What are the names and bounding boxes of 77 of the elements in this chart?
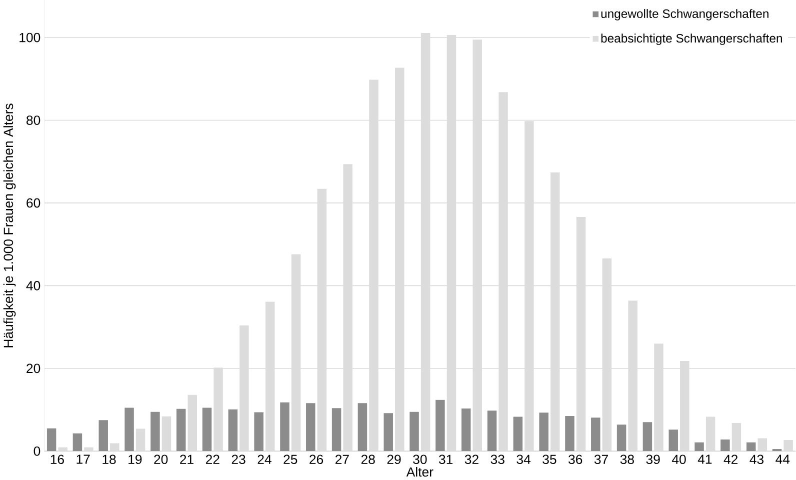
- x-tick-label: 18: [102, 454, 116, 464]
- x-tick-label: 42: [724, 454, 738, 464]
- x-tick-label: 38: [620, 454, 634, 464]
- bar: [124, 408, 134, 452]
- bar: [162, 416, 172, 452]
- y-tick-label: 40: [26, 280, 40, 290]
- x-tick-label: 41: [698, 454, 712, 464]
- x-tick-label: 27: [336, 454, 349, 464]
- x-tick-label: 30: [413, 454, 427, 464]
- bar: [188, 394, 197, 452]
- bar: [668, 430, 678, 452]
- bar: [706, 416, 716, 452]
- y-tick-label: 100: [20, 32, 40, 42]
- y-tick-label: 0: [34, 446, 40, 456]
- bar: [46, 428, 56, 452]
- x-tick-label: 28: [361, 454, 375, 464]
- bar: [332, 408, 342, 452]
- bar: [136, 428, 146, 452]
- bar: [461, 408, 471, 452]
- bar: [254, 412, 264, 452]
- bar: [72, 433, 82, 452]
- x-tick-label: 35: [542, 454, 556, 464]
- y-axis-title: Häufigkeit je 1.000 Frauen gleichen Alters: [3, 104, 16, 348]
- bar: [98, 420, 108, 452]
- bar: [784, 440, 793, 452]
- bar: [176, 408, 186, 452]
- x-tick-label: 26: [310, 454, 324, 464]
- x-tick-label: 23: [232, 454, 246, 464]
- bar: [202, 408, 212, 452]
- y-tick-label: 80: [26, 116, 40, 125]
- y-tick-label: 60: [26, 198, 40, 208]
- bar: [746, 442, 756, 452]
- x-tick-label: 17: [76, 454, 90, 464]
- x-tick-label: 43: [750, 454, 764, 464]
- x-tick-label: 25: [284, 454, 298, 464]
- x-tick-label: 37: [594, 454, 608, 464]
- bar: [694, 442, 704, 452]
- x-tick-label: 19: [128, 454, 142, 464]
- x-axis-title: Alter: [406, 466, 434, 477]
- bar: [384, 413, 393, 452]
- bar: [306, 403, 316, 452]
- bar: [436, 400, 445, 452]
- x-tick-label: 36: [568, 454, 582, 464]
- x-tick-label: 22: [206, 454, 220, 464]
- bar: [84, 447, 94, 452]
- legend-label: beabsichtigte Schwangerschaften: [601, 34, 782, 45]
- x-tick-label: 32: [464, 454, 478, 464]
- x-tick-label: 34: [516, 454, 531, 464]
- bar: [228, 409, 238, 452]
- bar: [720, 440, 730, 452]
- bar: [565, 416, 574, 452]
- bar: [280, 402, 290, 452]
- x-tick-label: 31: [438, 454, 453, 464]
- x-tick-label: 40: [672, 454, 686, 464]
- bar: [150, 412, 160, 452]
- x-tick-label: 16: [50, 454, 64, 464]
- x-tick-label: 29: [387, 454, 401, 464]
- x-tick-label: 20: [154, 454, 168, 464]
- legend-label: ungewollte Schwangerschaften: [601, 9, 768, 20]
- bar: [591, 418, 600, 452]
- bar: [539, 412, 548, 452]
- bar: [487, 410, 497, 452]
- bar: [58, 447, 68, 452]
- x-tick-label: 39: [646, 454, 660, 464]
- bar: [616, 424, 626, 452]
- y-tick-label: 20: [26, 364, 40, 374]
- bar: [513, 416, 523, 452]
- bar: [110, 443, 120, 452]
- x-tick-label: 21: [180, 454, 194, 464]
- x-tick-label: 33: [490, 454, 504, 464]
- bar: [758, 438, 767, 452]
- bar: [410, 412, 419, 452]
- bar: [732, 422, 742, 452]
- bar: [642, 422, 652, 452]
- x-tick-label: 44: [776, 454, 790, 464]
- bar: [358, 403, 368, 452]
- x-tick-label: 24: [258, 454, 272, 464]
